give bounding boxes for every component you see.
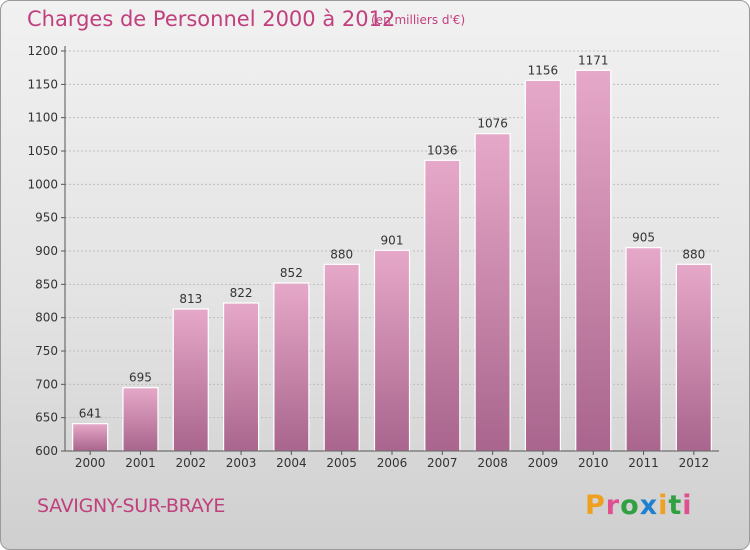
- bar: [323, 263, 360, 452]
- x-tick-label: 2005: [326, 456, 357, 470]
- y-tick-label: 1050: [27, 144, 58, 158]
- x-tick-label: 2004: [276, 456, 307, 470]
- logo-letter: t: [668, 490, 683, 521]
- bar: [122, 387, 159, 452]
- x-tick-label: 2003: [226, 456, 257, 470]
- logo-letter: x: [639, 490, 659, 521]
- bars: [72, 69, 712, 452]
- logo-letter: o: [620, 490, 640, 521]
- value-label: 880: [682, 247, 705, 261]
- bar: [222, 302, 260, 452]
- value-label: 1036: [427, 143, 458, 157]
- bar: [675, 263, 712, 452]
- x-tick-label: 2007: [427, 456, 458, 470]
- chart-subtitle: (en milliers d'€): [371, 13, 466, 27]
- x-tick-label: 2011: [628, 456, 659, 470]
- value-label: 641: [79, 407, 102, 421]
- value-label: 1171: [578, 53, 609, 67]
- y-tick-label: 800: [35, 311, 58, 325]
- bar: [172, 308, 209, 452]
- chart-title: Charges de Personnel 2000 à 2012: [27, 7, 396, 31]
- y-tick-label: 650: [35, 411, 58, 425]
- bar: [273, 282, 310, 452]
- bar: [373, 249, 411, 452]
- city-name: SAVIGNY-SUR-BRAYE: [37, 495, 226, 517]
- y-tick-label: 850: [35, 277, 58, 291]
- bar: [524, 79, 562, 452]
- y-tick-label: 750: [35, 344, 58, 358]
- x-tick-label: 2006: [377, 456, 408, 470]
- bar: [625, 247, 662, 452]
- logo-letter: P: [585, 490, 606, 521]
- value-label: 822: [230, 286, 253, 300]
- y-tick-label: 1100: [27, 111, 58, 125]
- x-tick-label: 2001: [125, 456, 156, 470]
- x-tick-label: 2000: [75, 456, 106, 470]
- x-tick-label: 2008: [477, 456, 508, 470]
- y-tick-label: 1000: [27, 177, 58, 191]
- logo-letter: i: [658, 490, 669, 521]
- proxiti-logo: Proxiti: [585, 490, 693, 521]
- y-tick-label: 700: [35, 377, 58, 391]
- x-tick-label: 2012: [679, 456, 710, 470]
- bar: [474, 133, 511, 452]
- logo-letter: i: [682, 490, 693, 521]
- y-tick-label: 950: [35, 211, 58, 225]
- bar: [424, 159, 461, 452]
- value-label: 880: [330, 247, 353, 261]
- x-tick-label: 2010: [578, 456, 609, 470]
- y-tick-label: 900: [35, 244, 58, 258]
- y-tick-label: 1200: [27, 44, 58, 58]
- y-tick-label: 1150: [27, 77, 58, 91]
- bar: [575, 69, 612, 452]
- value-label: 901: [381, 233, 404, 247]
- value-label: 813: [179, 292, 202, 306]
- logo-letter: r: [605, 490, 621, 521]
- value-label: 1076: [477, 117, 508, 131]
- value-label: 695: [129, 371, 152, 385]
- value-label: 852: [280, 266, 303, 280]
- value-label: 905: [632, 231, 655, 245]
- x-tick-label: 2002: [175, 456, 206, 470]
- x-tick-label: 2009: [528, 456, 559, 470]
- axes: 600 650 700 750 800 850 900 950 1000 1050 1100 1150…: [27, 44, 719, 470]
- value-labels: 641 695 813 822 852 880 901 1036 1076 1156 1171 905…: [79, 53, 706, 420]
- bar: [72, 423, 109, 452]
- y-tick-label: 600: [35, 444, 58, 458]
- value-label: 1156: [528, 63, 559, 77]
